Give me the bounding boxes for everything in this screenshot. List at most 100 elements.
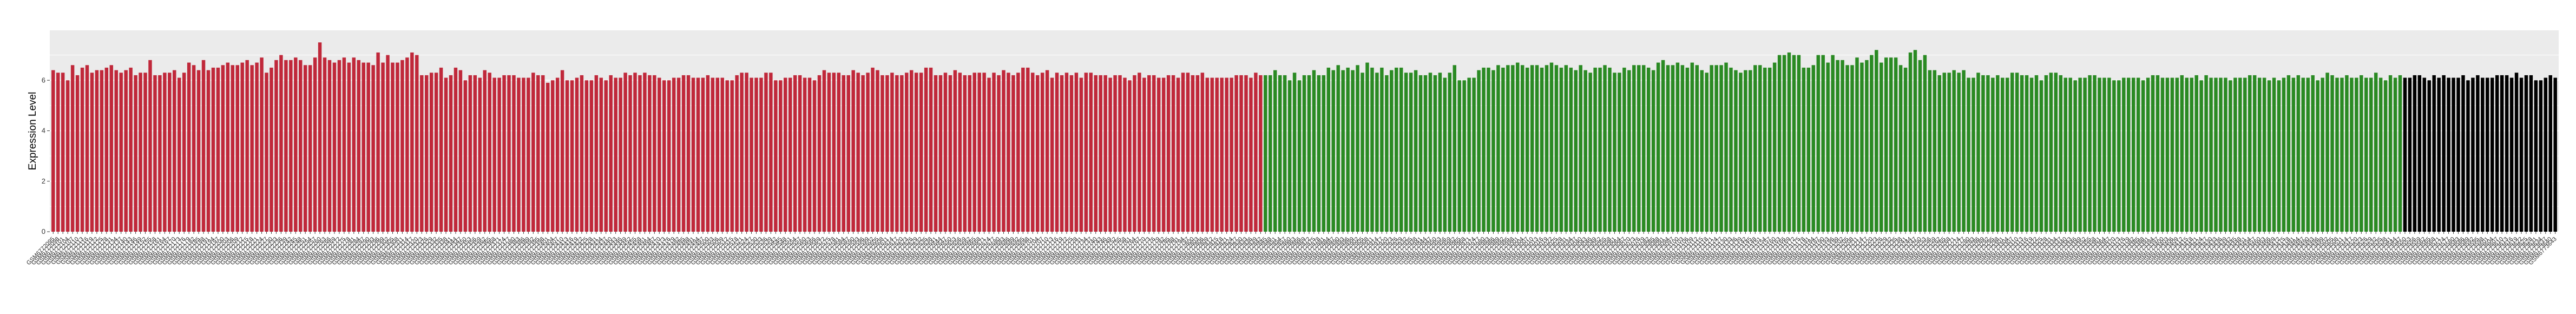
y-axis-label: Expression Level [27,92,38,171]
bar [1933,70,1937,232]
bar [1957,73,1961,232]
bar [1501,67,1505,232]
bar [968,75,971,232]
bar [1443,77,1447,232]
bar [1729,67,1733,232]
bar [2127,77,2131,232]
bar [478,77,482,232]
bar [822,70,826,232]
bar [2316,80,2319,232]
bar [1777,55,1782,232]
bar [2374,73,2378,232]
bar [2335,77,2339,232]
bar [691,77,695,232]
bar [2025,75,2029,232]
bar [2383,80,2388,232]
bar [2151,75,2155,232]
bar [1220,77,1224,232]
bar [885,75,889,232]
bar [1520,65,1524,232]
bar [245,60,249,232]
bar [1156,77,1161,232]
bar [2034,75,2039,232]
bar [1918,60,1922,232]
bar [1739,73,1743,232]
bar [1297,80,1302,232]
bar [1782,55,1786,232]
bar [1516,62,1520,232]
bar [1007,73,1010,232]
bar [1317,75,1321,232]
bar [1133,75,1136,232]
bar [1554,65,1559,232]
bar [1322,75,1326,232]
bar [100,70,104,232]
bar [235,65,239,232]
bar [2306,77,2310,232]
bar [658,77,661,232]
bar [681,75,686,232]
bar [1181,73,1185,232]
bar [759,77,763,232]
bar [270,67,273,232]
bar [1772,62,1777,232]
bar [2277,80,2281,232]
bar [2248,75,2252,232]
bar [1511,65,1515,232]
bar [972,73,976,232]
bar [1210,77,1214,232]
bar [725,80,729,232]
bar [837,73,841,232]
bar [555,77,560,232]
bar [332,62,337,232]
bar [1767,67,1772,232]
bar [424,75,429,232]
bar [366,62,370,232]
bar [1952,70,1956,232]
bar [2224,77,2227,232]
bar [1472,77,1476,232]
bar [2471,77,2475,232]
bar [2481,77,2485,232]
bar [85,65,89,232]
bar [2214,77,2218,232]
bar [871,67,875,232]
bar [1991,77,1995,232]
bar [1545,65,1549,232]
bar [1549,62,1554,232]
bar [143,73,147,232]
bar [2083,77,2087,232]
bar [1613,73,1616,232]
bar [2398,75,2402,232]
bar [124,70,128,232]
y-tick-label: 0 [42,227,45,236]
bar [1089,73,1093,232]
bar [2170,77,2174,232]
bar [1118,75,1122,232]
bar [337,60,341,232]
bar [1671,65,1675,232]
bar [1312,70,1316,232]
bar [623,73,627,232]
bar [1632,65,1636,232]
bar [2204,75,2208,232]
bar [1064,73,1069,232]
bar [299,60,303,232]
bar [1826,62,1830,232]
bar [134,75,137,232]
bar [550,80,555,232]
bar [2364,77,2368,232]
bar [522,77,525,232]
bar [798,75,802,232]
bar [1050,77,1054,232]
bar [90,73,94,232]
bar [1002,70,1006,232]
bar [1453,65,1456,232]
bar [415,55,419,232]
bar [1700,70,1704,232]
bar [1627,70,1631,232]
bar [2321,77,2324,232]
bar [730,80,734,232]
bar [2006,77,2009,232]
y-axis-ticks: 0 2 4 6 [42,76,50,236]
